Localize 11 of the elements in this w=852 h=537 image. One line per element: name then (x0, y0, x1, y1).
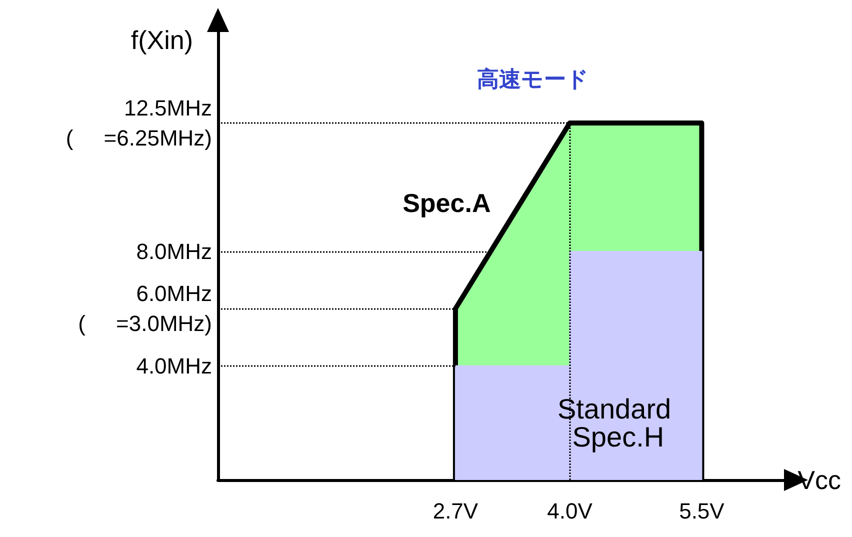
y-axis-title: f(Xin) (130, 25, 193, 55)
y-tick-label: 12.5MHz ( =6.25MHz) (66, 95, 212, 150)
y-tick-label: 6.0MHz ( =3.0MHz) (78, 281, 212, 336)
series-label: Standard Spec.H (557, 393, 679, 452)
y-tick-label: 8.0MHz (136, 239, 212, 264)
text: 高速モード (477, 66, 589, 92)
x-tick-label: 2.7V (432, 498, 478, 524)
x-tick-label: 4.0V (547, 498, 593, 524)
y-tick-label: 4.0MHz (136, 353, 212, 378)
series-label: Spec.A (402, 188, 491, 218)
x-tick-label: 5.5V (679, 498, 725, 524)
